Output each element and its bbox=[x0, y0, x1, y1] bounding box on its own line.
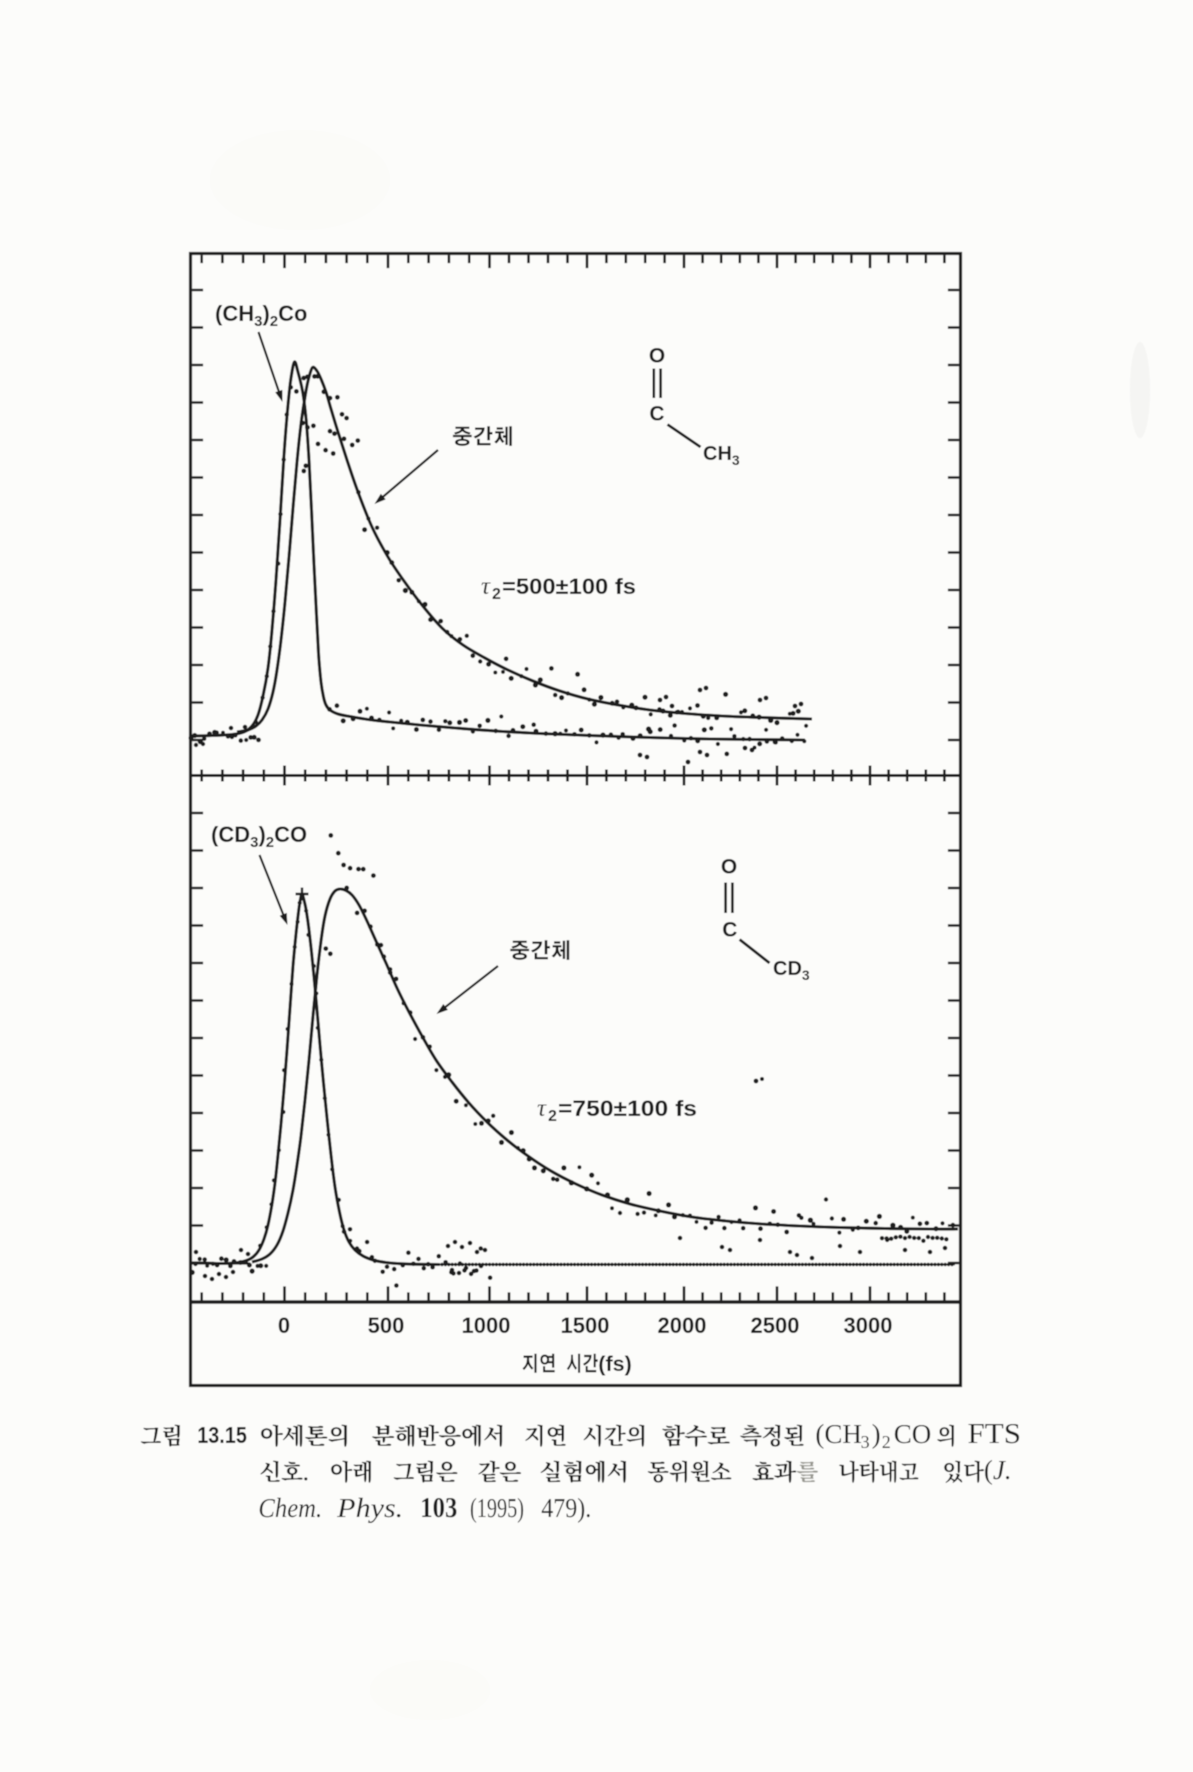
svg-text:2000: 2000 bbox=[658, 1313, 707, 1338]
svg-text:2: 2 bbox=[882, 1432, 891, 1452]
svg-text:0: 0 bbox=[278, 1313, 290, 1338]
svg-text:=500±100 fs: =500±100 fs bbox=[502, 574, 636, 599]
svg-text:C: C bbox=[649, 403, 664, 426]
svg-text:τ: τ bbox=[537, 1095, 547, 1122]
svg-text:2500: 2500 bbox=[751, 1313, 800, 1338]
svg-text:O: O bbox=[649, 345, 665, 368]
svg-text:2: 2 bbox=[548, 1108, 557, 1125]
svg-text:τ: τ bbox=[481, 573, 491, 600]
svg-text:FTS: FTS bbox=[968, 1419, 1022, 1450]
svg-text:2: 2 bbox=[492, 586, 501, 603]
svg-text:(CH: (CH bbox=[815, 1419, 862, 1449]
svg-text:(J.: (J. bbox=[984, 1455, 1012, 1485]
svg-text:3: 3 bbox=[861, 1432, 870, 1452]
svg-text:(CD3)2CO: (CD3)2CO bbox=[211, 822, 307, 851]
svg-text:3000: 3000 bbox=[844, 1313, 893, 1338]
svg-text:O: O bbox=[721, 856, 737, 879]
svg-text:(fs): (fs) bbox=[598, 1353, 632, 1376]
svg-text:Chem.: Chem. bbox=[258, 1493, 322, 1523]
svg-text:479).: 479). bbox=[541, 1493, 591, 1523]
svg-text:1500: 1500 bbox=[561, 1313, 610, 1338]
svg-text:Phys.: Phys. bbox=[336, 1493, 403, 1523]
svg-text:C: C bbox=[722, 919, 737, 942]
svg-text:500: 500 bbox=[368, 1313, 405, 1338]
svg-text:): ) bbox=[872, 1419, 881, 1449]
svg-text:1000: 1000 bbox=[462, 1313, 511, 1338]
svg-text:=750±100 fs: =750±100 fs bbox=[558, 1096, 697, 1121]
svg-text:CO: CO bbox=[894, 1419, 932, 1449]
svg-text:(1995): (1995) bbox=[470, 1493, 524, 1523]
svg-text:13.15: 13.15 bbox=[197, 1422, 247, 1448]
svg-text:103: 103 bbox=[420, 1492, 457, 1524]
